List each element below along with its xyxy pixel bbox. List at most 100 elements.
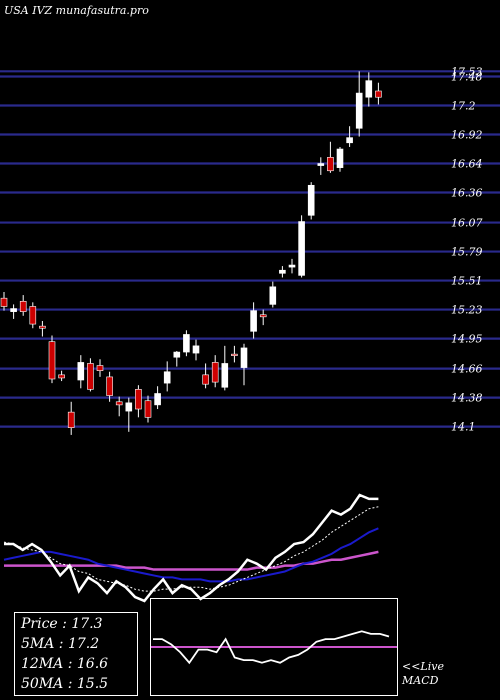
candle (77, 355, 85, 389)
candle (106, 371, 113, 402)
macd-chart (151, 630, 397, 665)
candle (288, 258, 296, 274)
candle (221, 345, 229, 391)
y-tick-label: 14.95 (451, 333, 483, 346)
candle (0, 291, 8, 311)
ma50-readout: 50MA : 15.5 (21, 676, 109, 692)
candle-body (298, 221, 305, 276)
candle-body (327, 157, 334, 172)
candle (346, 126, 353, 147)
candle (250, 302, 257, 339)
candle-body (307, 184, 315, 216)
y-tick-label: 16.92 (451, 129, 483, 142)
ma50-line (4, 550, 379, 571)
candle-body (288, 264, 296, 268)
candle-body (192, 345, 200, 354)
y-tick-label: 14.66 (451, 363, 483, 376)
candle (163, 361, 171, 392)
candle-body (115, 401, 123, 406)
candle (87, 358, 94, 392)
candle-body (250, 310, 257, 332)
candle-body (48, 341, 56, 380)
indicator-layer (3, 493, 379, 603)
candle-body (96, 365, 104, 372)
candle-body (0, 297, 8, 307)
candle (144, 395, 152, 423)
candle-body (10, 308, 17, 312)
candle-body (211, 362, 219, 383)
ma12-readout: 12MA : 16.6 (21, 656, 109, 672)
candle-body (154, 393, 161, 406)
y-tick-label: 17.2 (451, 100, 476, 113)
candle-body (279, 269, 286, 274)
candle-body (19, 300, 27, 312)
candle-body (202, 374, 209, 385)
candle-body (29, 306, 37, 325)
candle (298, 215, 305, 278)
candle-body (87, 363, 94, 390)
candle (307, 182, 315, 220)
candle-body (221, 363, 229, 388)
info-box: Price : 17.3 5MA : 17.2 12MA : 16.6 50MA… (14, 612, 138, 696)
candle (58, 370, 65, 382)
y-tick-label: 14.1 (451, 421, 476, 434)
candle (327, 141, 334, 173)
candle (10, 304, 17, 319)
y-tick-label: 15.51 (451, 275, 483, 288)
price-readout: Price : 17.3 (21, 616, 103, 632)
candle-body (67, 411, 75, 428)
candle-body (240, 347, 248, 368)
candle (279, 266, 286, 278)
candle (115, 396, 123, 417)
candle (125, 397, 133, 432)
candle (355, 71, 363, 137)
candle-body (365, 80, 373, 98)
candle (202, 363, 209, 389)
candle-body (183, 334, 190, 353)
candle-body (336, 148, 344, 168)
candle (183, 330, 190, 357)
candle (192, 339, 200, 361)
candle (231, 345, 238, 363)
y-tick-label: 15.23 (451, 304, 483, 317)
candle (39, 320, 46, 337)
y-tick-label: 15.79 (451, 246, 483, 259)
candle-body (77, 362, 85, 381)
candle (336, 146, 344, 172)
candle-body (39, 325, 46, 329)
candle (365, 72, 373, 107)
candle-body (375, 90, 382, 98)
candle (211, 355, 219, 388)
candle (240, 343, 248, 386)
candle-body (231, 353, 238, 356)
candle-body (135, 389, 142, 410)
y-tick-label: 14.38 (451, 392, 483, 405)
candle-layer (0, 71, 382, 435)
candle-body (125, 402, 133, 412)
candle-body (106, 376, 113, 396)
y-tick-label: 16.36 (451, 187, 483, 200)
ma12-line (3, 527, 379, 583)
candle (317, 157, 325, 175)
candle-body (317, 163, 325, 166)
y-tick-label: 16.07 (451, 217, 483, 230)
y-tick-label: 16.64 (451, 158, 483, 171)
candle-body (355, 92, 363, 129)
live-label: <<Live (402, 660, 444, 673)
candle (135, 385, 142, 418)
macd-panel (150, 598, 398, 696)
ma5-readout: 5MA : 17.2 (21, 636, 100, 652)
candle-body (163, 371, 171, 384)
grid-layer (0, 70, 500, 428)
candle (173, 351, 181, 367)
candle-body (269, 286, 277, 305)
candle-body (346, 137, 353, 144)
candle-body (173, 351, 181, 358)
y-tick-label: 17.53 (451, 65, 483, 78)
candle (375, 82, 382, 105)
candle (154, 386, 161, 410)
candle-body (58, 374, 65, 379)
candle (29, 302, 37, 329)
